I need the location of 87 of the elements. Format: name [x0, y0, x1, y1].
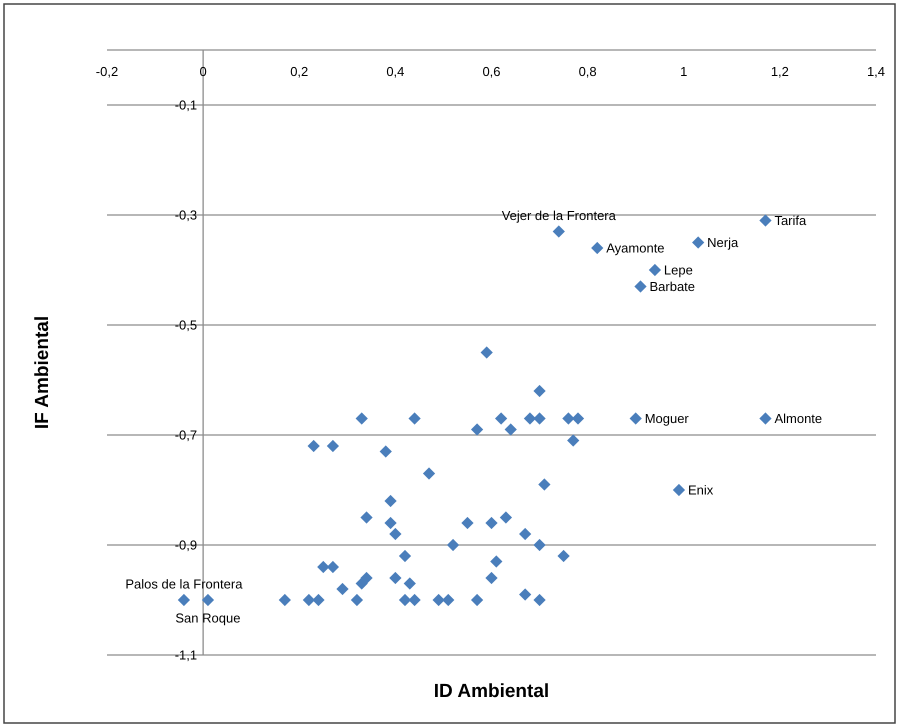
- point: [356, 412, 368, 425]
- point: [326, 440, 340, 452]
- point: [336, 582, 349, 596]
- y-tick-label: -0,5: [174, 318, 198, 333]
- point: [461, 516, 474, 530]
- point: [485, 516, 498, 530]
- point: [408, 412, 421, 425]
- point: [591, 242, 604, 254]
- x-tick-label: 0,8: [578, 64, 597, 79]
- point: [384, 516, 397, 530]
- point: [692, 236, 704, 249]
- point: [308, 440, 320, 452]
- annotation: Almonte: [774, 411, 822, 426]
- x-tick-label: 0,2: [290, 64, 308, 79]
- point: [648, 264, 662, 276]
- point: [672, 484, 686, 496]
- point: [302, 594, 315, 606]
- point: [519, 528, 532, 540]
- point: [350, 594, 364, 606]
- point: [567, 434, 580, 447]
- point: [490, 555, 502, 568]
- point: [389, 572, 402, 584]
- point: [494, 412, 508, 425]
- point: [312, 594, 325, 606]
- y-tick-label: -0,7: [174, 428, 198, 443]
- point: [326, 560, 340, 574]
- point: [356, 577, 368, 590]
- point: [470, 594, 484, 606]
- point: [519, 588, 532, 601]
- y-tick-label: -0,3: [174, 208, 198, 223]
- annotation: Barbate: [649, 279, 696, 294]
- point: [398, 550, 412, 562]
- point: [562, 412, 575, 425]
- point: [470, 423, 484, 436]
- point: [630, 412, 642, 425]
- y-axis-title: IF Ambiental: [32, 316, 53, 430]
- annotation: Vejer de la Frontera: [502, 208, 617, 224]
- point: [533, 594, 546, 606]
- y-tick-label: -1,1: [174, 648, 198, 663]
- point: [533, 412, 546, 425]
- y-tick-label: -0,9: [174, 538, 198, 553]
- point: [360, 511, 373, 524]
- point: [432, 594, 445, 606]
- point: [533, 538, 546, 552]
- point: [533, 384, 546, 398]
- point: [278, 594, 291, 606]
- annotation: San Roque: [175, 610, 240, 626]
- x-tick-label: 1,4: [866, 64, 886, 79]
- point: [384, 494, 397, 508]
- annotation: Moguer: [644, 411, 690, 426]
- point: [759, 412, 772, 425]
- point: [398, 594, 412, 606]
- point: [572, 412, 584, 425]
- point: [485, 572, 498, 584]
- annotation: Ayamonte: [606, 240, 665, 256]
- point: [178, 594, 190, 606]
- point: [422, 467, 436, 480]
- annotation: Tarifa: [774, 213, 808, 228]
- y-tick-label: -0,1: [174, 98, 198, 113]
- annotation: Enix: [688, 482, 714, 498]
- x-axis-title: ID Ambiental: [434, 681, 550, 702]
- point: [500, 511, 512, 524]
- point: [538, 478, 550, 491]
- point: [480, 346, 493, 359]
- annotation: Lepe: [664, 262, 693, 278]
- point: [552, 225, 565, 238]
- point: [404, 577, 416, 590]
- point: [408, 594, 421, 606]
- x-tick-label: -0,2: [96, 64, 118, 79]
- point: [317, 560, 330, 574]
- point: [759, 214, 772, 227]
- point: [634, 280, 647, 293]
- x-tick-label: 0,4: [386, 64, 404, 79]
- point: [524, 412, 536, 425]
- point: [389, 528, 402, 540]
- point: [557, 550, 570, 562]
- x-tick-label: 0,6: [482, 64, 501, 79]
- x-tick-label: 1,2: [770, 64, 789, 79]
- annotation: Nerja: [707, 235, 740, 250]
- point: [202, 594, 214, 606]
- x-tick-label: 1: [680, 64, 688, 79]
- point: [442, 594, 454, 606]
- x-tick-label: 0: [200, 64, 207, 79]
- point: [380, 445, 392, 458]
- point: [446, 538, 460, 552]
- annotation: Palos de la Frontera: [125, 576, 244, 592]
- point: [504, 423, 517, 436]
